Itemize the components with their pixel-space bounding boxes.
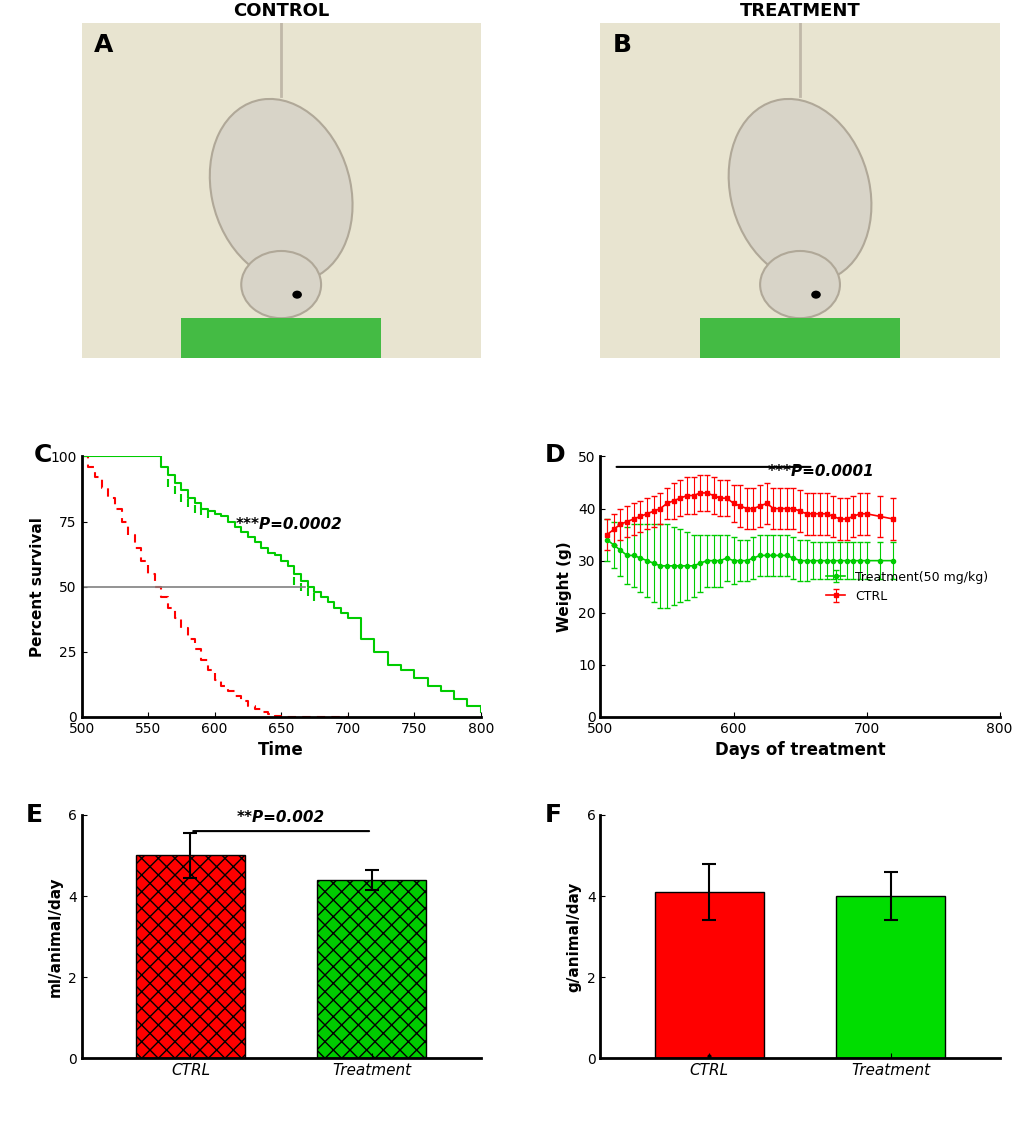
Ellipse shape [728, 99, 870, 283]
Legend: Treatment(50 mg/kg), CTRL: Treatment(50 mg/kg), CTRL [820, 565, 993, 608]
Text: B: B [611, 33, 631, 56]
Y-axis label: ml/animal/day: ml/animal/day [47, 876, 62, 997]
Text: F: F [544, 803, 561, 826]
Title: CONTROL: CONTROL [232, 1, 329, 19]
Bar [700, 319, 899, 358]
Circle shape [810, 291, 820, 298]
Bar [836, 896, 945, 1058]
Text: D: D [544, 444, 565, 467]
Circle shape [759, 251, 839, 319]
Y-axis label: Weight (g): Weight (g) [556, 542, 572, 632]
X-axis label: Time: Time [258, 741, 304, 759]
Bar [317, 879, 426, 1058]
Ellipse shape [210, 99, 353, 283]
Y-axis label: g/animal/day: g/animal/day [566, 882, 581, 992]
Text: A: A [94, 33, 113, 56]
Title: TREATMENT: TREATMENT [739, 1, 860, 19]
Bar [136, 856, 245, 1058]
Text: E: E [25, 803, 43, 826]
Text: **P=0.002: **P=0.002 [236, 810, 325, 825]
Circle shape [242, 251, 321, 319]
Text: ***P=0.0001: ***P=0.0001 [767, 464, 874, 480]
Text: C: C [34, 444, 52, 467]
Bar [654, 892, 763, 1058]
Circle shape [292, 291, 302, 298]
X-axis label: Days of treatment: Days of treatment [714, 741, 884, 759]
Text: ***P=0.0002: ***P=0.0002 [235, 517, 342, 533]
Bar [181, 319, 380, 358]
Y-axis label: Percent survival: Percent survival [30, 517, 45, 656]
